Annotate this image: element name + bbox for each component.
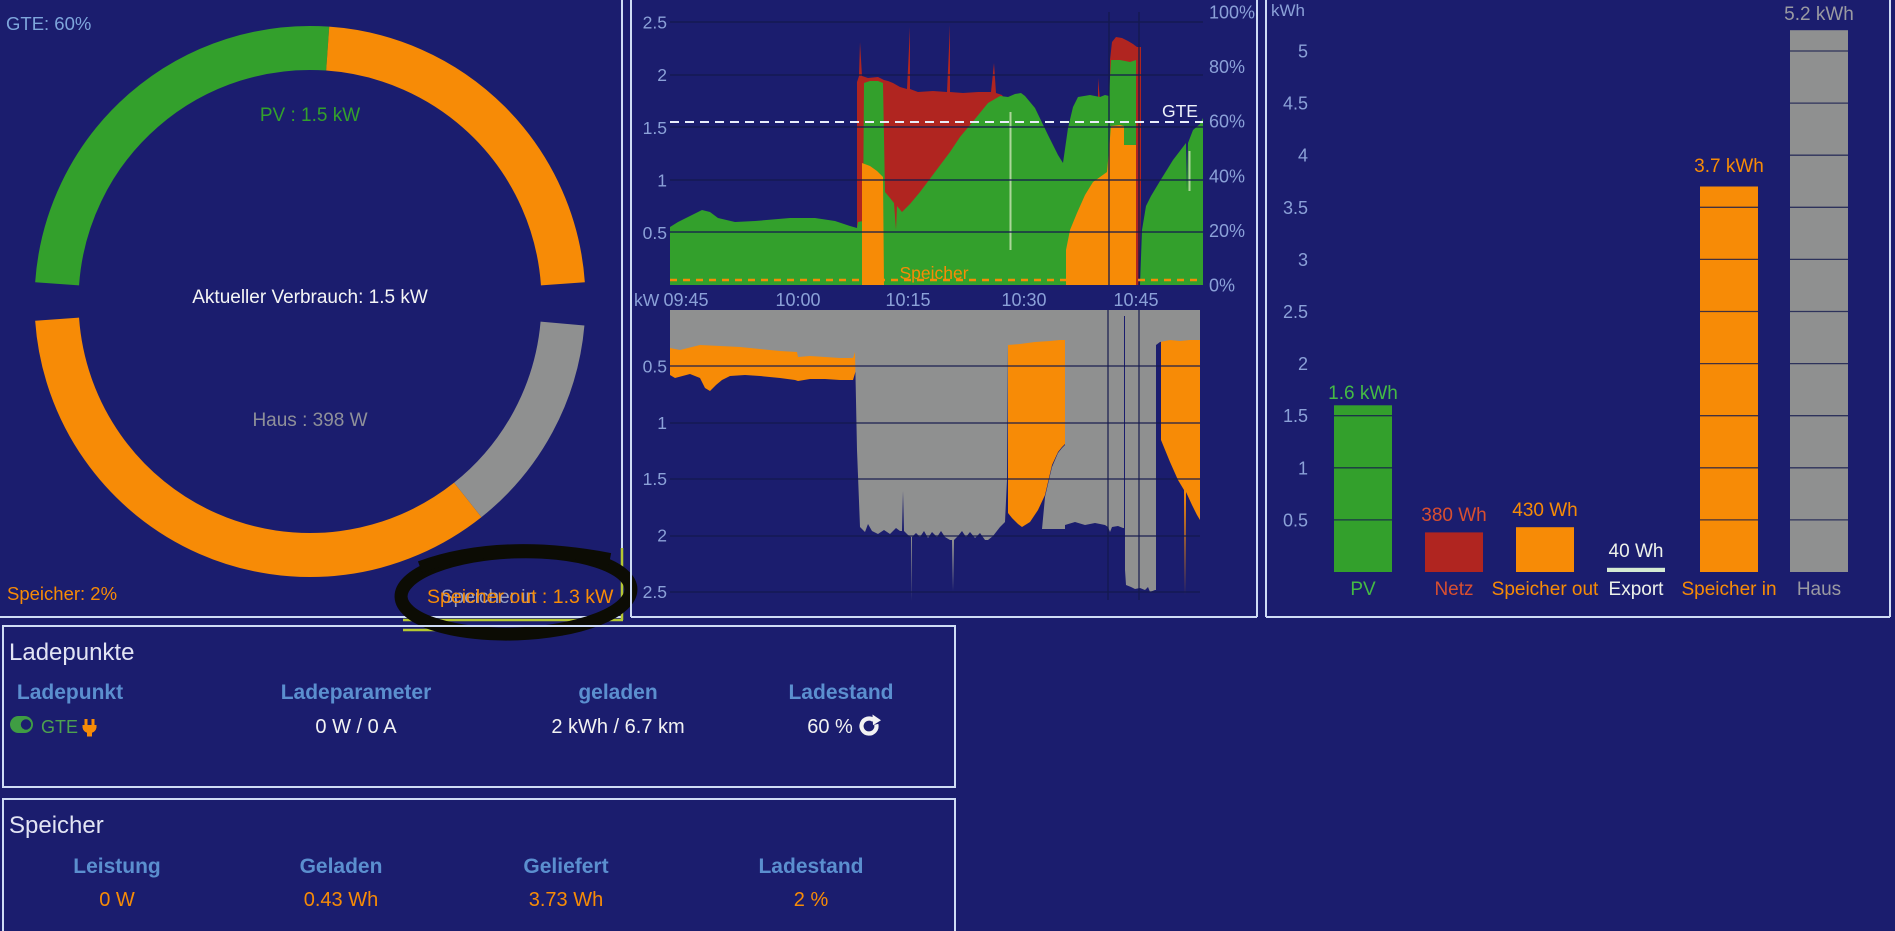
svg-text:3: 3 xyxy=(1298,250,1308,270)
svg-text:GTE: GTE xyxy=(1162,101,1198,121)
svg-text:5.2 kWh: 5.2 kWh xyxy=(1784,4,1854,25)
svg-text:0.43 Wh: 0.43 Wh xyxy=(304,889,378,911)
svg-text:kWh: kWh xyxy=(1271,1,1305,20)
svg-text:1: 1 xyxy=(657,413,667,433)
svg-text:100%: 100% xyxy=(1209,3,1255,23)
svg-text:2 kWh / 6.7 km: 2 kWh / 6.7 km xyxy=(551,716,684,738)
svg-text:Speicher in: Speicher in xyxy=(1681,579,1776,600)
svg-text:Speicher: 2%: Speicher: 2% xyxy=(7,583,117,604)
svg-text:2 %: 2 % xyxy=(794,889,829,911)
svg-text:4: 4 xyxy=(1298,146,1308,166)
svg-text:2.5: 2.5 xyxy=(643,13,667,33)
svg-text:10:30: 10:30 xyxy=(1001,290,1046,310)
svg-text:1: 1 xyxy=(657,170,667,190)
svg-text:GTE: 60%: GTE: 60% xyxy=(6,13,91,34)
svg-text:2: 2 xyxy=(657,526,667,546)
svg-text:Ladestand: Ladestand xyxy=(758,855,863,878)
svg-text:0 W: 0 W xyxy=(99,889,135,911)
svg-text:1.5: 1.5 xyxy=(643,469,667,489)
svg-text:3.7 kWh: 3.7 kWh xyxy=(1694,156,1764,177)
svg-text:60 %: 60 % xyxy=(807,716,853,738)
svg-text:40%: 40% xyxy=(1209,166,1245,186)
svg-text:geladen: geladen xyxy=(578,681,657,704)
svg-text:Speicher out : 1.3 kW: Speicher out : 1.3 kW xyxy=(427,586,614,608)
svg-text:09:45: 09:45 xyxy=(663,290,708,310)
svg-text:10:45: 10:45 xyxy=(1113,290,1158,310)
svg-text:0 W / 0 A: 0 W / 0 A xyxy=(315,716,397,738)
svg-text:0.5: 0.5 xyxy=(643,223,667,243)
svg-text:80%: 80% xyxy=(1209,57,1245,77)
svg-text:Ladepunkt: Ladepunkt xyxy=(17,681,123,704)
svg-text:Speicher: Speicher xyxy=(9,812,104,839)
svg-text:10:00: 10:00 xyxy=(775,290,820,310)
svg-text:2.5: 2.5 xyxy=(643,582,667,602)
svg-text:kW: kW xyxy=(634,290,660,310)
svg-text:3.5: 3.5 xyxy=(1283,198,1308,218)
svg-text:3.73 Wh: 3.73 Wh xyxy=(529,889,603,911)
svg-text:GTE: GTE xyxy=(41,717,78,737)
svg-text:380 Wh: 380 Wh xyxy=(1421,505,1486,526)
svg-text:5: 5 xyxy=(1298,42,1308,62)
svg-text:4.5: 4.5 xyxy=(1283,94,1308,114)
svg-text:60%: 60% xyxy=(1209,112,1245,132)
svg-text:Netz: Netz xyxy=(1434,579,1473,600)
svg-text:Haus : 398 W: Haus : 398 W xyxy=(252,410,367,431)
svg-text:Geladen: Geladen xyxy=(300,855,383,878)
svg-text:2: 2 xyxy=(657,65,667,85)
svg-text:Ladestand: Ladestand xyxy=(788,681,893,704)
svg-text:Haus: Haus xyxy=(1797,579,1841,600)
svg-text:Ladeparameter: Ladeparameter xyxy=(281,681,432,704)
svg-text:430 Wh: 430 Wh xyxy=(1512,500,1577,521)
svg-text:Speicher: Speicher xyxy=(899,263,968,283)
svg-text:0%: 0% xyxy=(1209,276,1235,296)
svg-text:1.5: 1.5 xyxy=(643,118,667,138)
svg-text:1: 1 xyxy=(1298,458,1308,478)
svg-text:0.5: 0.5 xyxy=(643,356,667,376)
svg-text:1.6 kWh: 1.6 kWh xyxy=(1328,383,1398,404)
svg-text:Aktueller Verbrauch: 1.5 kW: Aktueller Verbrauch: 1.5 kW xyxy=(192,287,428,308)
svg-text:PV : 1.5 kW: PV : 1.5 kW xyxy=(260,105,360,126)
svg-text:40 Wh: 40 Wh xyxy=(1609,541,1664,562)
svg-text:2: 2 xyxy=(1298,354,1308,374)
svg-text:Ladepunkte: Ladepunkte xyxy=(9,639,134,666)
svg-text:Geliefert: Geliefert xyxy=(523,855,608,878)
svg-text:Leistung: Leistung xyxy=(73,855,161,878)
svg-text:1.5: 1.5 xyxy=(1283,406,1308,426)
svg-text:PV: PV xyxy=(1350,579,1376,600)
svg-text:0.5: 0.5 xyxy=(1283,510,1308,530)
svg-text:Speicher in: Speicher in xyxy=(441,587,536,608)
svg-text:Export: Export xyxy=(1609,579,1665,600)
svg-text:2.5: 2.5 xyxy=(1283,302,1308,322)
svg-text:Speicher out: Speicher out xyxy=(1492,579,1599,600)
svg-text:10:15: 10:15 xyxy=(885,290,930,310)
svg-text:20%: 20% xyxy=(1209,221,1245,241)
